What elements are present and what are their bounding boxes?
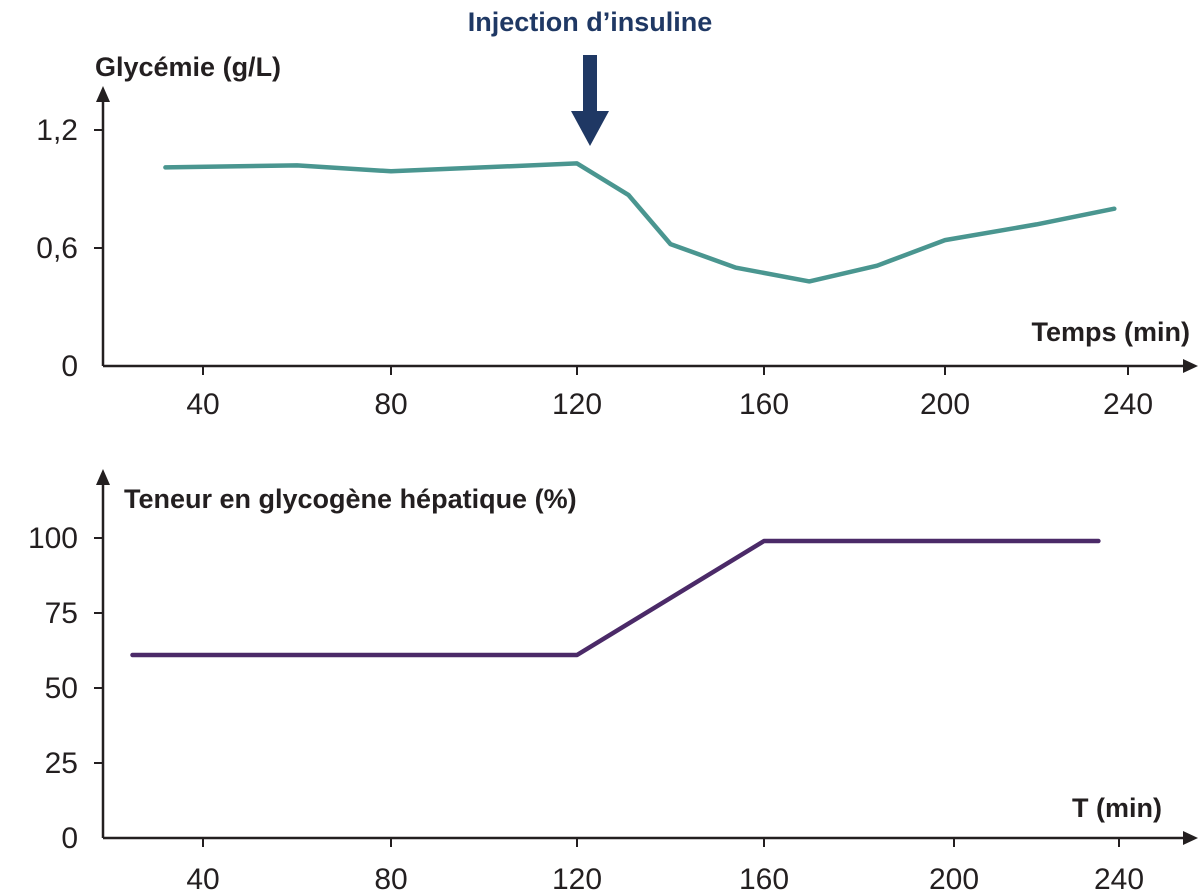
y-tick-label: 0	[61, 350, 78, 383]
y-tick-label: 75	[45, 597, 78, 630]
y-tick-label: 0,6	[36, 232, 78, 265]
y-tick-label: 0	[61, 822, 78, 855]
x-axis-arrowhead	[1183, 831, 1198, 845]
y-axis-title: Teneur en glycogène hépatique (%)	[124, 484, 577, 514]
annotation-arrow-shaft	[583, 55, 597, 113]
x-tick-label: 160	[739, 388, 789, 421]
y-tick-label: 1,2	[36, 114, 78, 147]
glycemia-chart: 40 80 120 160 200 240 0 0,6 1,2 Glycémie (g/L) Tem…	[36, 7, 1198, 421]
y-tick-label: 25	[45, 747, 78, 780]
y-axis-arrowhead	[96, 86, 110, 102]
y-axis-title: Glycémie (g/L)	[95, 52, 281, 82]
x-tick-label: 240	[1094, 863, 1144, 896]
x-axis-title: Temps (min)	[1031, 317, 1190, 347]
y-tick-label: 100	[28, 522, 78, 555]
x-tick-label: 40	[186, 388, 219, 421]
y-tick-label: 50	[45, 672, 78, 705]
x-tick-label: 200	[920, 388, 970, 421]
annotation-arrow-head	[571, 111, 609, 146]
annotation-label: Injection d’insuline	[468, 7, 713, 37]
series-line-0	[163, 161, 1117, 284]
x-axis-arrowhead	[1183, 359, 1198, 373]
x-tick-label: 80	[374, 388, 407, 421]
glycogen-chart: 40 80 120 160 200 240 0 25 50 75 100 Teneur en glyc…	[28, 469, 1198, 896]
x-tick-label: 200	[929, 863, 979, 896]
x-axis-title: T (min)	[1072, 793, 1162, 823]
y-axis-arrowhead	[96, 469, 110, 485]
x-tick-label: 120	[552, 863, 602, 896]
x-tick-label: 40	[186, 863, 219, 896]
x-tick-label: 240	[1103, 388, 1153, 421]
x-tick-label: 80	[374, 863, 407, 896]
series-line-0	[130, 538, 1101, 658]
x-tick-label: 120	[552, 388, 602, 421]
x-tick-label: 160	[739, 863, 789, 896]
